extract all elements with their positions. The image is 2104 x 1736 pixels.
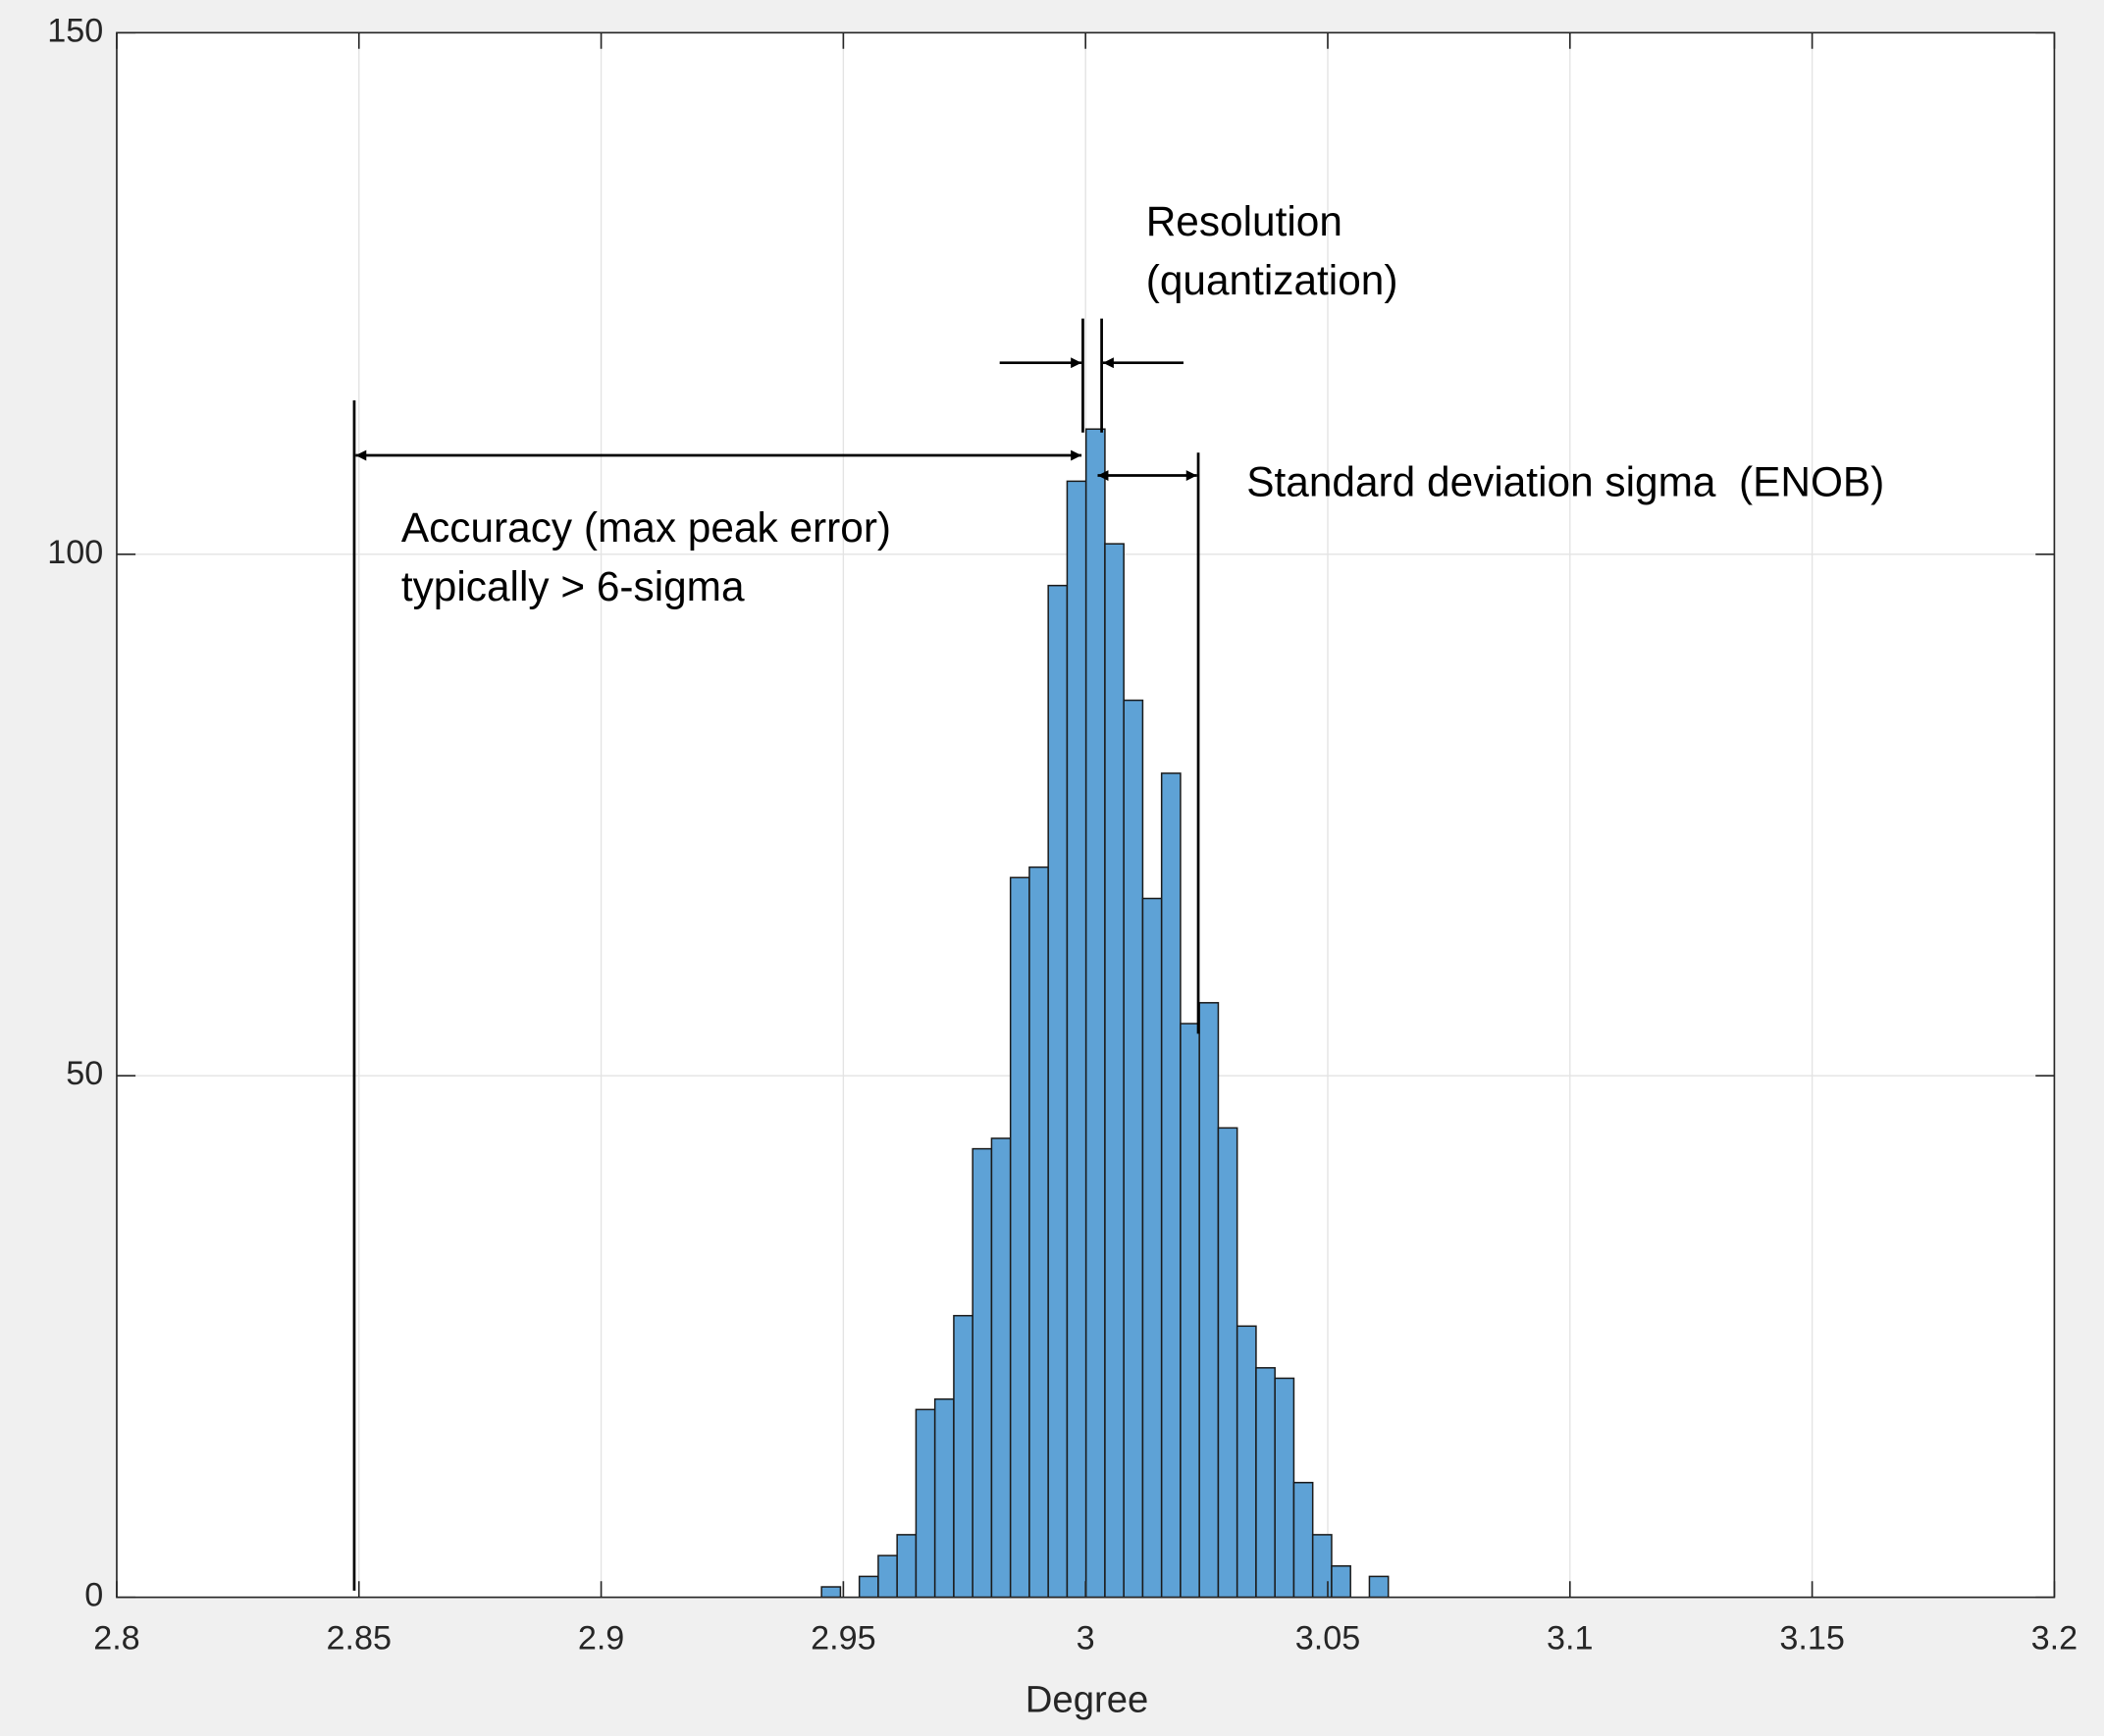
bar [1084, 428, 1106, 1599]
bar [1274, 1377, 1295, 1599]
bar [1255, 1367, 1276, 1599]
bar [1236, 1325, 1257, 1599]
annotation: Standard deviation sigma (ENOB) [1246, 458, 1884, 504]
x-tick-label: 2.85 [327, 1619, 393, 1657]
bar [1331, 1565, 1351, 1599]
bar [1160, 772, 1182, 1599]
bar [1123, 699, 1144, 1599]
bar [1368, 1575, 1390, 1599]
bar [877, 1554, 898, 1599]
bar [1311, 1534, 1333, 1599]
bar [1292, 1481, 1314, 1599]
y-tick-label: 100 [47, 534, 103, 571]
x-tick-label: 3.1 [1547, 1619, 1594, 1657]
ticks: 2.8 2.85 2.9 2.95 3 3.05 3.1 3.15 3.2 0 50 100 150 [47, 12, 2078, 1657]
bar [933, 1397, 955, 1599]
y-tick-label: 150 [47, 12, 103, 49]
bar [1066, 480, 1087, 1599]
bar [990, 1137, 1012, 1599]
annotation: Resolution [1146, 198, 1342, 244]
bar [972, 1147, 993, 1599]
x-tick-label: 2.9 [578, 1619, 625, 1657]
bar [1104, 543, 1125, 1599]
bar [858, 1575, 879, 1599]
bar [1009, 876, 1030, 1599]
bar [896, 1534, 918, 1599]
bar [1198, 1002, 1220, 1599]
annotation: (quantization) [1146, 257, 1398, 303]
x-tick-label: 3.05 [1295, 1619, 1361, 1657]
annotation: typically > 6-sigma [401, 563, 745, 609]
annotation: Accuracy (max peak error) [401, 504, 891, 551]
bar [820, 1586, 842, 1599]
x-tick-label: 3.15 [1779, 1619, 1845, 1657]
bar [1217, 1127, 1238, 1599]
bar [1028, 866, 1049, 1599]
y-tick-label: 50 [66, 1055, 103, 1092]
bar [953, 1314, 973, 1599]
bar [1141, 897, 1163, 1599]
bar [915, 1408, 936, 1599]
x-tick-label: 2.95 [811, 1619, 876, 1657]
x-tick-label: 3.2 [2031, 1619, 2078, 1657]
x-axis-label: Degree [1026, 1678, 1149, 1720]
bar [1047, 584, 1069, 1599]
x-tick-label: 3 [1077, 1619, 1095, 1657]
bar [1180, 1023, 1200, 1599]
annotation-lines [352, 318, 1200, 1591]
x-tick-label: 2.8 [93, 1619, 140, 1657]
y-tick-label: 0 [84, 1577, 103, 1614]
